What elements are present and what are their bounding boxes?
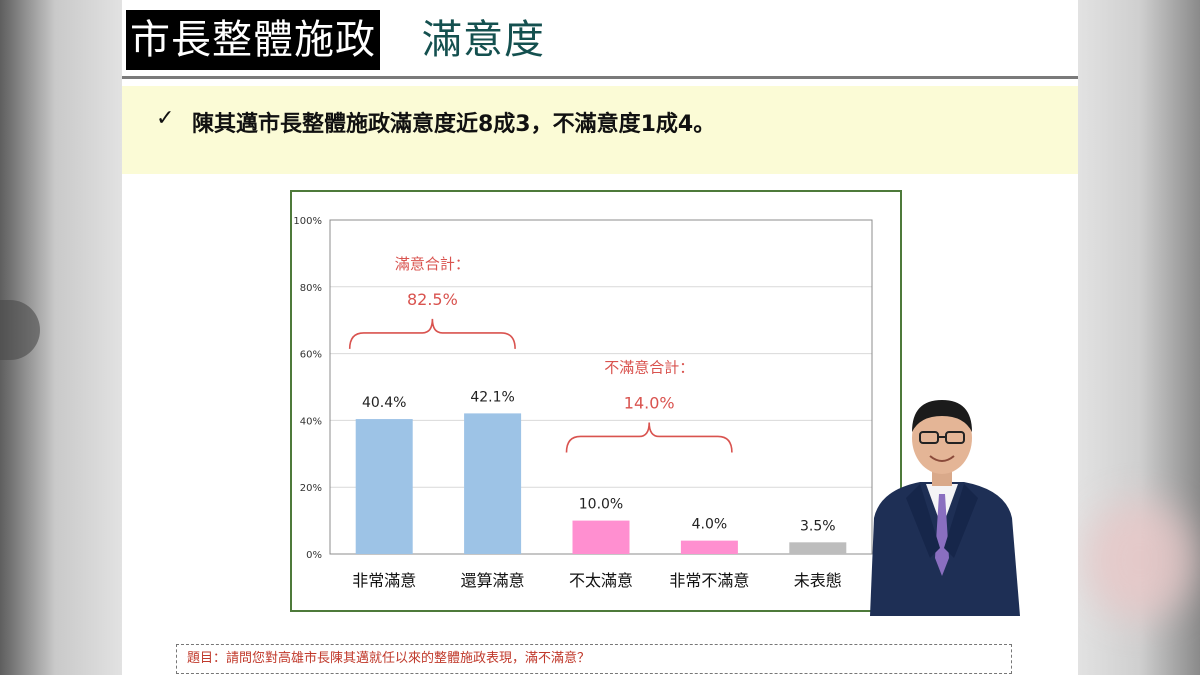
background-blur-left	[0, 300, 40, 360]
check-icon: ✓	[156, 106, 175, 131]
data-label: 3.5%	[800, 518, 836, 534]
data-label: 4.0%	[692, 517, 728, 533]
data-label: 40.4%	[362, 395, 406, 411]
bar	[572, 520, 630, 554]
x-tick-label: 還算滿意	[461, 571, 525, 590]
data-label: 42.1%	[470, 389, 514, 405]
y-tick-label: 60%	[300, 350, 322, 361]
bar-chart: 0% 20% 40% 60% 80% 100% 40.4% 非常滿意 42.1% 還算滿意 10.0…	[293, 216, 873, 590]
y-tick-label: 40%	[300, 416, 322, 427]
group-brace	[348, 318, 516, 349]
title-divider	[122, 76, 1078, 79]
x-tick-label: 未表態	[794, 571, 842, 590]
x-tick-label: 不太滿意	[569, 571, 633, 590]
group-total-label: 不滿意合計：	[604, 358, 694, 376]
group-brace	[565, 422, 733, 453]
mayor-portrait	[870, 400, 1020, 616]
data-label: 10.0%	[579, 497, 623, 513]
summary-banner: ✓ 陳其邁市長整體施政滿意度近8成3，不滿意度1成4。	[122, 86, 1078, 174]
group-total-label: 滿意合計：	[395, 255, 470, 273]
summary-text: 陳其邁市長整體施政滿意度近8成3，不滿意度1成4。	[192, 112, 716, 137]
y-tick-label: 80%	[300, 283, 322, 294]
background-blur-right	[1085, 500, 1195, 620]
bar	[789, 542, 847, 554]
chart-frame: 0% 20% 40% 60% 80% 100% 40.4% 非常滿意 42.1% 還算滿意 10.0…	[290, 190, 902, 612]
title-suffix: 滿意度	[422, 17, 545, 63]
group-total-value: 82.5%	[407, 290, 458, 309]
y-tick-label: 20%	[300, 483, 322, 494]
bar	[680, 540, 738, 554]
group-total-value: 14.0%	[624, 393, 675, 412]
title-highlight: 市長整體施政	[126, 10, 380, 70]
x-tick-label: 非常滿意	[352, 571, 416, 590]
bar	[355, 419, 413, 554]
x-tick-label: 非常不滿意	[669, 571, 749, 590]
y-tick-label: 0%	[306, 550, 322, 561]
y-tick-label: 100%	[293, 216, 322, 227]
slide-title: 市長整體施政 滿意度	[122, 4, 1078, 74]
slide: 市長整體施政 滿意度 ✓ 陳其邁市長整體施政滿意度近8成3，不滿意度1成4。 0…	[122, 0, 1078, 675]
question-note: 題目：請問您對高雄市長陳其邁就任以來的整體施政表現，滿不滿意？	[176, 644, 1012, 674]
bar	[464, 413, 522, 554]
